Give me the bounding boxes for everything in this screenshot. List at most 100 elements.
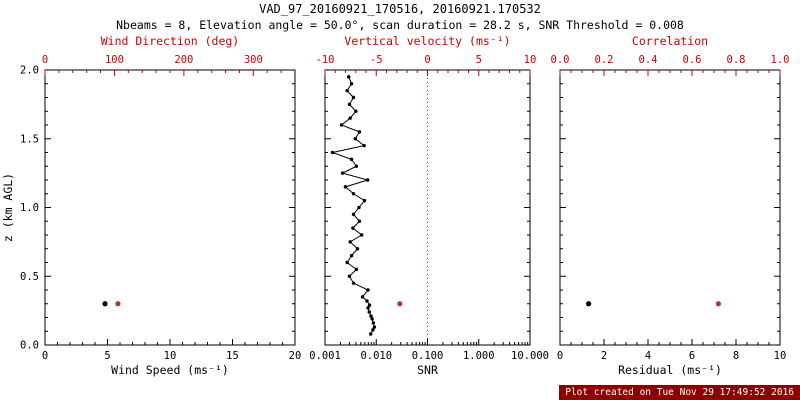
- snr-top-axis-title: Vertical velocity (ms⁻¹): [344, 34, 510, 48]
- x-tick-label: 5: [104, 350, 110, 362]
- snr-red-point: [397, 301, 403, 307]
- y-tick-label: 1.0: [20, 202, 39, 214]
- x-tick-label: 1.000: [463, 350, 495, 362]
- wind-x-axis-title: Wind Speed (ms⁻¹): [111, 363, 229, 377]
- snr-profile-point: [345, 88, 349, 93]
- top-tick-label: 10: [524, 54, 537, 66]
- snr-profile-point: [365, 299, 369, 303]
- top-tick-label: 1.0: [771, 54, 790, 66]
- snr-profile-point: [351, 192, 356, 196]
- snr-profile-point: [372, 325, 377, 329]
- snr-profile-point: [347, 274, 352, 278]
- snr-profile-point: [371, 328, 375, 332]
- snr-profile-point: [349, 253, 354, 258]
- y-axis-title: z (km AGL): [1, 173, 15, 242]
- snr-profile-point: [362, 198, 367, 203]
- panel-residual: 0 2 4 6 8 10 Residual (ms⁻¹) 0.0 0.2 0.4 0.6 0.8 1.0…: [551, 34, 790, 377]
- snr-profile-point: [343, 185, 348, 189]
- snr-profile-point: [340, 171, 345, 175]
- snr-profile-point: [369, 332, 373, 336]
- top-tick-label: 100: [105, 54, 124, 66]
- wind-frame: [44, 69, 296, 346]
- wind-top-axis-title: Wind Direction (deg): [101, 34, 239, 48]
- snr-profile-point: [367, 310, 371, 314]
- snr-profile-point: [366, 288, 370, 292]
- snr-profile-point: [351, 226, 355, 230]
- panel-snr: 0.001 0.010 0.100 1.000 10.000 SNR -10 -5 0 5 10 Ve…: [309, 34, 549, 377]
- snr-profile-point: [371, 321, 376, 325]
- snr-profile-point: [353, 137, 357, 141]
- top-tick-label: 0.4: [639, 54, 658, 66]
- snr-profile-point: [347, 102, 352, 107]
- snr-profile-point: [354, 164, 359, 168]
- top-tick-label: 0: [42, 54, 48, 66]
- snr-profile-point: [354, 267, 359, 272]
- snr-profile-point: [360, 295, 365, 299]
- residual-black-point: [586, 301, 592, 307]
- snr-profile-point: [357, 219, 362, 223]
- residual-frame: [559, 69, 781, 346]
- top-tick-label: 300: [244, 54, 263, 66]
- snr-profile-point: [355, 247, 360, 251]
- residual-red-point: [715, 301, 722, 307]
- plot-subtitle: Nbeams = 8, Elevation angle = 50.0°, sca…: [116, 18, 684, 32]
- snr-profile-point: [370, 317, 374, 321]
- x-tick-label: 8: [733, 350, 739, 362]
- snr-profile-point: [351, 212, 356, 217]
- wind-black-point: [102, 301, 108, 307]
- y-tick-label: 2.0: [20, 65, 39, 77]
- x-tick-label: 15: [226, 350, 239, 362]
- snr-profile-point: [357, 130, 362, 134]
- snr-profile-point: [339, 123, 344, 127]
- snr-profile-point: [349, 157, 354, 162]
- residual-x-axis-title: Residual (ms⁻¹): [618, 363, 722, 377]
- snr-profile-point: [369, 314, 373, 318]
- snr-profile-point: [346, 75, 351, 79]
- snr-x-axis-title: SNR: [417, 363, 438, 377]
- x-tick-label: 2: [601, 350, 607, 362]
- snr-profile-point: [348, 116, 352, 120]
- snr-profile-point: [349, 82, 354, 86]
- top-tick-label: 200: [174, 54, 193, 66]
- x-tick-label: 0.010: [360, 350, 392, 362]
- wind-red-point: [115, 301, 121, 307]
- snr-profile-point: [348, 240, 352, 244]
- top-tick-label: -10: [316, 54, 335, 66]
- x-tick-label: 10: [774, 350, 787, 362]
- snr-profile-point: [365, 178, 370, 182]
- snr-profile-point: [351, 281, 356, 285]
- x-tick-label: 10: [164, 350, 177, 362]
- x-tick-label: 0.100: [412, 350, 444, 362]
- top-tick-label: 0.6: [683, 54, 702, 66]
- x-tick-label: 0.001: [309, 350, 341, 362]
- snr-profile-point: [362, 143, 366, 148]
- residual-top-axis-title: Correlation: [632, 34, 708, 48]
- x-tick-label: 0: [557, 350, 563, 362]
- top-tick-label: 0.2: [595, 54, 614, 66]
- y-tick-label: 1.5: [20, 133, 39, 145]
- x-tick-label: 4: [645, 350, 651, 362]
- snr-profile-point: [367, 303, 372, 307]
- plot-title: VAD_97_20160921_170516, 20160921.170532: [259, 2, 541, 16]
- y-tick-label: 0.0: [20, 340, 39, 352]
- snr-profile-point: [345, 260, 349, 265]
- top-tick-label: 5: [476, 54, 482, 66]
- x-tick-label: 10.000: [511, 350, 549, 362]
- snr-profile-point: [366, 306, 370, 310]
- creation-stamp: Plot created on Tue Nov 29 17:49:52 2016: [559, 385, 800, 400]
- snr-profile-line: [330, 76, 375, 335]
- x-tick-label: 0: [42, 350, 48, 362]
- y-tick-label: 0.5: [20, 271, 39, 283]
- top-tick-label: 0.0: [551, 54, 570, 66]
- top-tick-label: 0.8: [727, 54, 746, 66]
- snr-profile-point: [359, 233, 364, 237]
- x-tick-label: 20: [289, 350, 302, 362]
- x-tick-label: 6: [689, 350, 695, 362]
- snr-profile-point: [354, 109, 358, 113]
- snr-profile-point: [330, 150, 335, 155]
- snr-profile-point: [357, 205, 361, 210]
- top-tick-label: 0: [424, 54, 430, 66]
